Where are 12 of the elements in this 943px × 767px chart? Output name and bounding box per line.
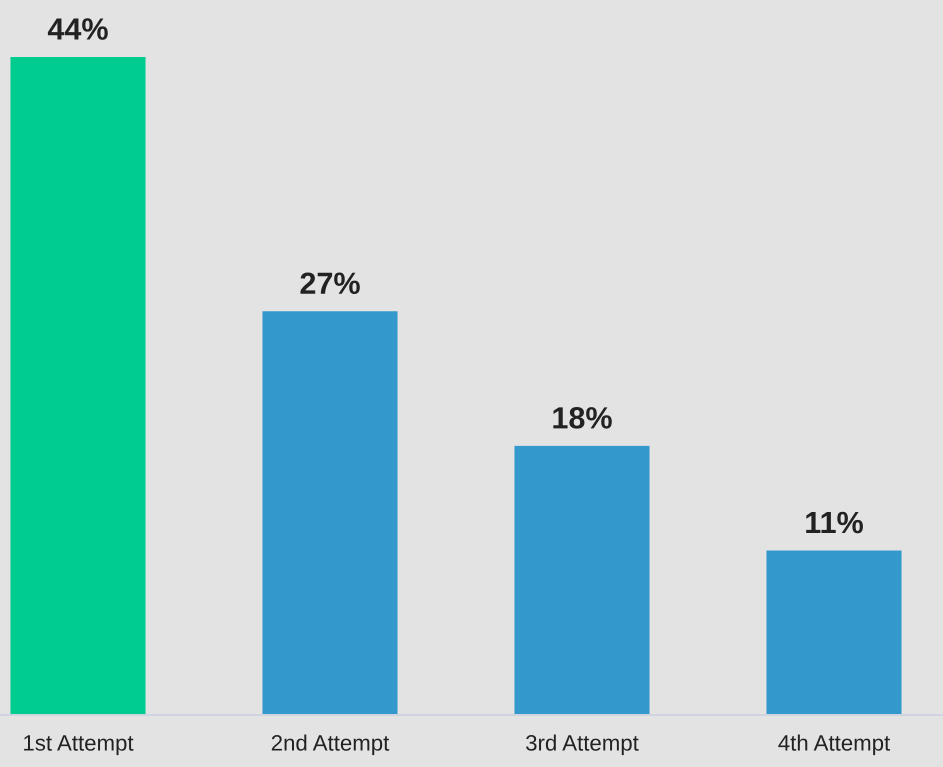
bar xyxy=(262,311,398,715)
bar xyxy=(766,550,902,715)
x-tick-label: 3rd Attempt xyxy=(526,734,639,756)
x-tick-label: 4th Attempt xyxy=(778,734,890,756)
x-tick-label: 2nd Attempt xyxy=(272,734,390,756)
data-label: 11% xyxy=(806,512,863,534)
data-label: 18% xyxy=(553,407,612,429)
data-label: 27% xyxy=(300,272,360,294)
x-tick-label: 1st Attempt xyxy=(24,735,134,756)
bar xyxy=(10,57,146,715)
data-label: 44% xyxy=(48,18,108,40)
bar xyxy=(514,446,650,715)
